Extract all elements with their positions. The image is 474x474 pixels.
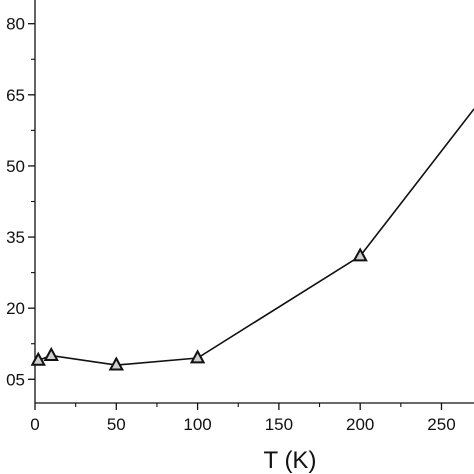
x-tick-label: 0 xyxy=(30,415,39,434)
x-ticks: 0 50 100 150 200 250 xyxy=(30,403,456,434)
data-point-marker xyxy=(108,356,124,371)
series-layer xyxy=(30,108,474,371)
data-point-marker xyxy=(189,349,206,364)
x-tick-label: 150 xyxy=(265,415,293,434)
y-tick-label: 80 xyxy=(6,15,25,34)
data-point-marker xyxy=(43,346,59,361)
y-tick-label: 50 xyxy=(6,157,25,176)
x-tick-label: 200 xyxy=(346,415,374,434)
data-point-marker xyxy=(30,351,46,366)
y-tick-label: 05 xyxy=(6,370,25,389)
y-tick-label: 65 xyxy=(6,86,25,105)
series-line xyxy=(38,108,474,366)
y-tick-label: 20 xyxy=(6,299,25,318)
axes xyxy=(34,0,474,404)
x-axis-title: T (K) xyxy=(264,447,317,474)
y-ticks: 05 20 35 50 65 80 xyxy=(6,15,35,389)
data-point-marker xyxy=(352,247,368,262)
x-tick-label: 50 xyxy=(107,415,126,434)
x-tick-label: 100 xyxy=(183,415,211,434)
x-tick-label: 250 xyxy=(427,415,455,434)
y-tick-label: 35 xyxy=(6,228,25,247)
